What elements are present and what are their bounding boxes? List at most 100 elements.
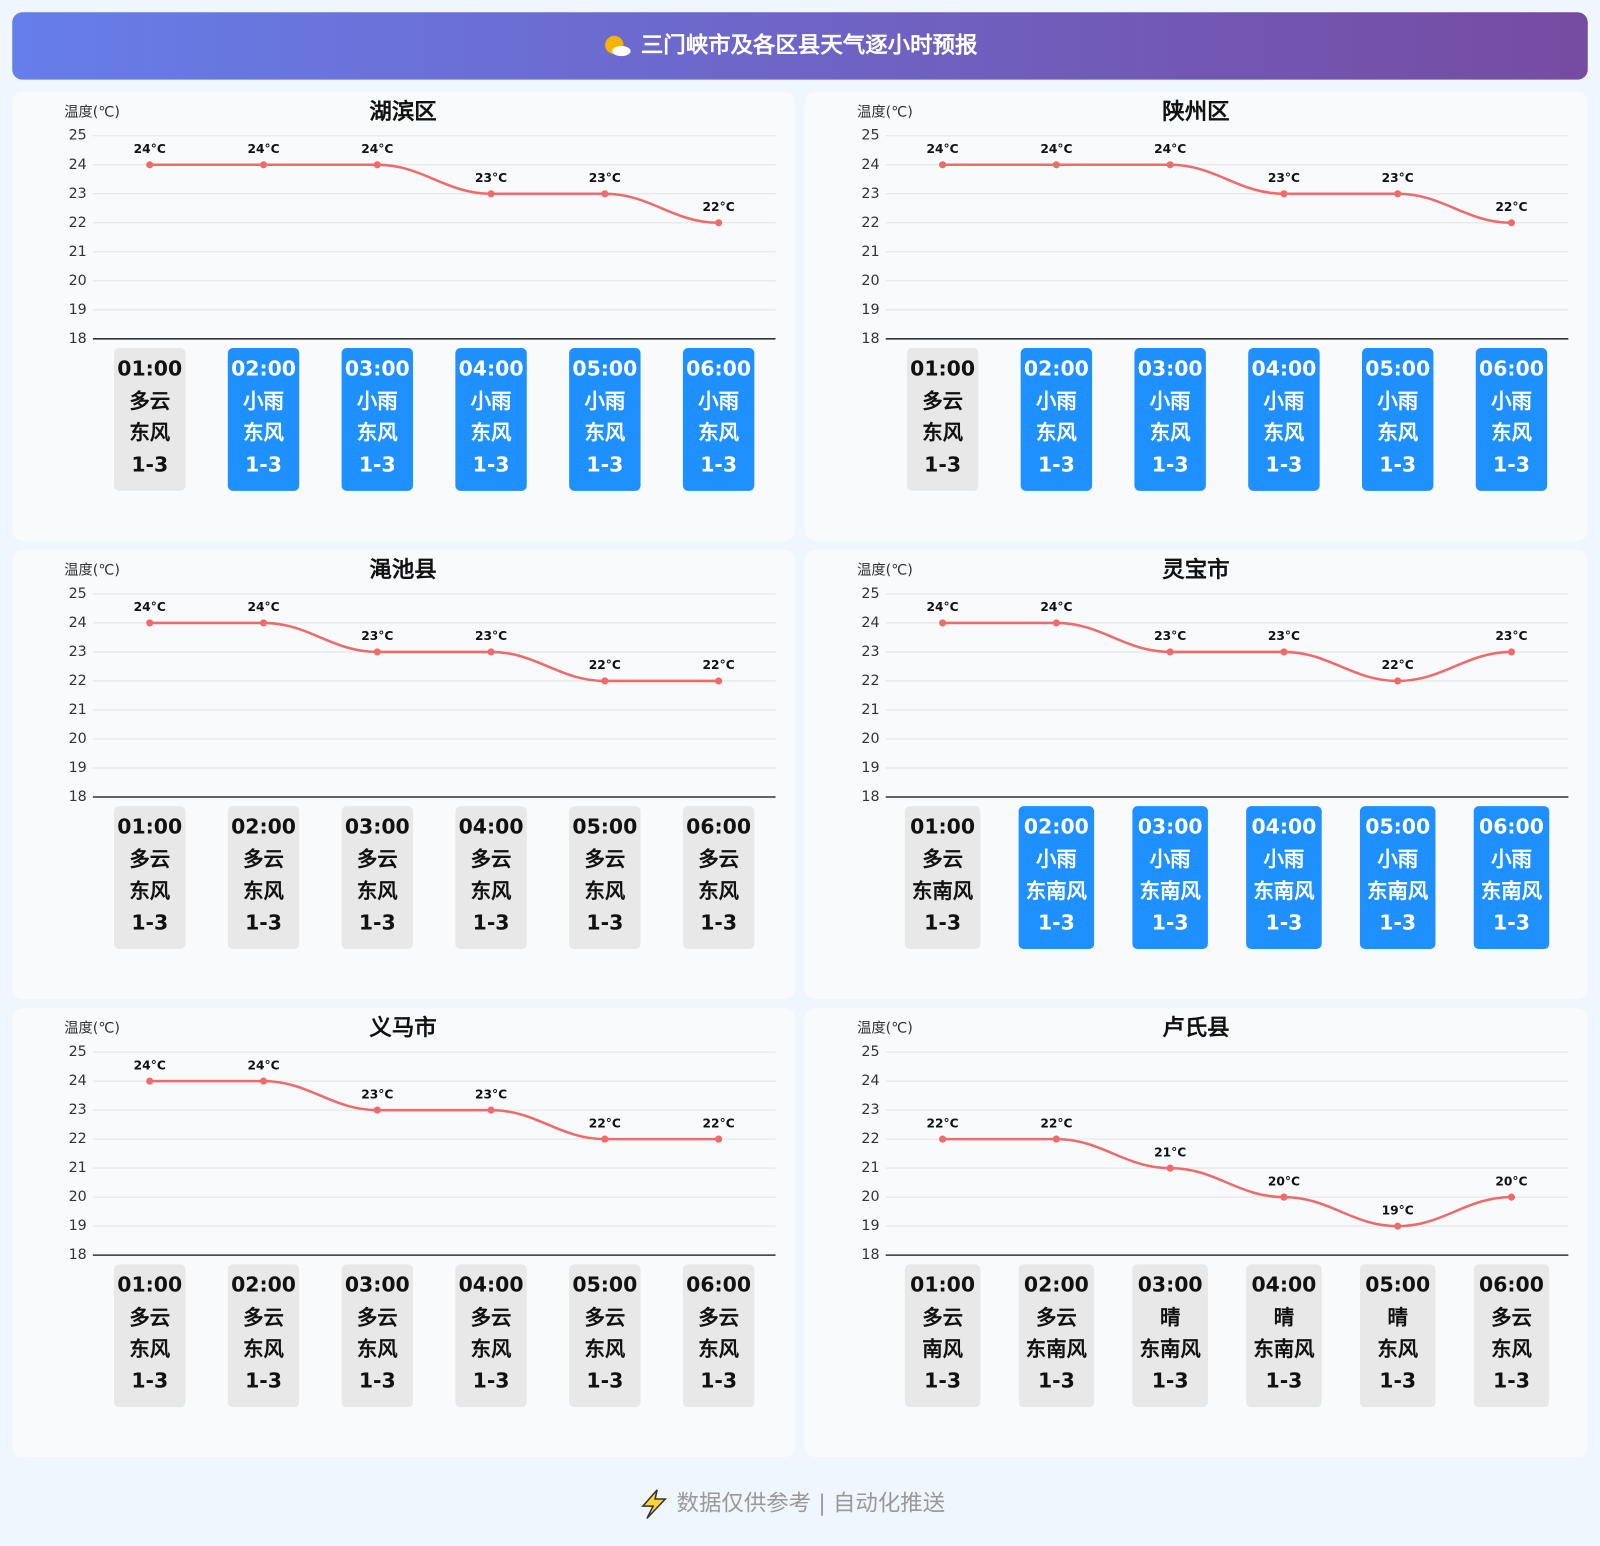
hour-label: 06:00 <box>1479 356 1544 380</box>
hour-label: 06:00 <box>686 1273 751 1297</box>
temperature-point <box>939 619 947 627</box>
y-tick-label: 25 <box>861 586 879 602</box>
wind-level-label: 1-3 <box>131 911 168 935</box>
hour-box <box>1246 806 1322 950</box>
y-tick-label: 25 <box>861 128 879 144</box>
weather-label: 小雨 <box>1036 389 1077 413</box>
y-tick-label: 19 <box>69 760 87 776</box>
wind-label: 东风 <box>129 421 170 445</box>
temperature-point <box>1280 1193 1288 1201</box>
weather-label: 多云 <box>129 847 170 871</box>
y-tick-label: 21 <box>69 244 87 260</box>
y-tick-label: 23 <box>861 644 879 660</box>
wind-label: 东风 <box>129 1337 170 1361</box>
hour-box <box>904 806 981 950</box>
wind-level-label: 1-3 <box>359 1369 396 1393</box>
value-label: 24°C <box>247 1058 279 1072</box>
hour-label: 02:00 <box>1024 356 1089 380</box>
footer-text: 数据仅供参考 | 自动化推送 <box>677 1491 946 1517</box>
y-axis-label: 温度(℃) <box>857 103 913 120</box>
y-tick-label: 24 <box>861 1073 879 1089</box>
weather-label: 多云 <box>922 1305 963 1329</box>
hour-box <box>682 348 755 491</box>
wind-label: 东风 <box>1377 1337 1418 1361</box>
weather-label: 多云 <box>1036 1305 1077 1329</box>
wind-level-label: 1-3 <box>1493 911 1530 935</box>
temperature-point <box>373 1106 381 1114</box>
wind-label: 东风 <box>243 421 284 445</box>
value-label: 23°C <box>1154 629 1186 643</box>
hour-box <box>227 348 300 491</box>
y-tick-label: 18 <box>69 1247 87 1263</box>
wind-label: 东南风 <box>1253 1337 1315 1361</box>
hour-box <box>682 806 755 950</box>
chart-title: 义马市 <box>369 1014 436 1041</box>
value-label: 22°C <box>703 1116 735 1130</box>
hour-label: 04:00 <box>1251 356 1316 380</box>
hour-box <box>1475 348 1548 491</box>
temperature-point <box>715 1135 723 1143</box>
temperature-point <box>1166 1164 1174 1172</box>
wind-level-label: 1-3 <box>924 1369 961 1393</box>
weather-label: 多云 <box>357 847 398 871</box>
temperature-point <box>601 190 609 198</box>
wind-level-label: 1-3 <box>1038 452 1075 476</box>
hour-box <box>1132 1264 1208 1408</box>
hour-box <box>1018 1264 1095 1408</box>
hour-box <box>1359 806 1436 950</box>
wind-level-label: 1-3 <box>700 911 737 935</box>
y-tick-label: 19 <box>861 1218 879 1234</box>
weather-label: 小雨 <box>1491 389 1532 413</box>
temperature-line <box>149 621 719 683</box>
hour-box <box>1473 1264 1550 1408</box>
hour-label: 02:00 <box>231 815 296 839</box>
hour-box <box>1246 1264 1322 1408</box>
y-axis-label: 温度(℃) <box>64 561 120 578</box>
wind-label: 东风 <box>584 1337 625 1361</box>
hour-label: 03:00 <box>1138 356 1203 380</box>
y-axis-label: 温度(℃) <box>857 561 913 578</box>
title-icon <box>605 35 631 57</box>
hour-label: 06:00 <box>686 815 751 839</box>
weather-label: 小雨 <box>1491 847 1532 871</box>
wind-level-label: 1-3 <box>1379 1369 1416 1393</box>
hour-box <box>341 348 414 491</box>
wind-label: 东南风 <box>1026 879 1088 903</box>
value-label: 24°C <box>1040 600 1072 614</box>
weather-label: 小雨 <box>357 389 398 413</box>
y-tick-label: 20 <box>861 1189 879 1205</box>
temperature-point <box>487 190 495 198</box>
value-label: 20°C <box>1495 1174 1527 1188</box>
weather-label: 多云 <box>243 1305 284 1329</box>
hour-label: 01:00 <box>910 815 975 839</box>
hour-label: 01:00 <box>117 815 182 839</box>
temperature-point <box>939 1135 947 1143</box>
wind-label: 东南风 <box>1481 879 1543 903</box>
temperature-point <box>373 161 381 169</box>
y-tick-label: 24 <box>861 157 879 173</box>
wind-label: 东风 <box>1377 421 1418 445</box>
hour-box <box>114 1264 186 1408</box>
value-label: 22°C <box>589 658 621 672</box>
temperature-point <box>715 219 723 227</box>
wind-level-label: 1-3 <box>1152 452 1189 476</box>
value-label: 24°C <box>134 1058 166 1072</box>
y-tick-label: 21 <box>861 1160 879 1176</box>
hour-label: 03:00 <box>345 815 410 839</box>
value-label: 21°C <box>1154 1145 1186 1159</box>
value-label: 20°C <box>1268 1174 1300 1188</box>
wind-level-label: 1-3 <box>359 452 396 476</box>
wind-level-label: 1-3 <box>586 452 623 476</box>
value-label: 24°C <box>1154 142 1186 156</box>
weather-label: 小雨 <box>1264 389 1305 413</box>
temperature-point <box>1507 1193 1516 1201</box>
y-tick-label: 24 <box>69 1073 87 1089</box>
weather-label: 小雨 <box>698 389 739 413</box>
temperature-line <box>149 1079 719 1141</box>
hour-box <box>227 806 300 950</box>
y-tick-label: 21 <box>861 702 879 718</box>
